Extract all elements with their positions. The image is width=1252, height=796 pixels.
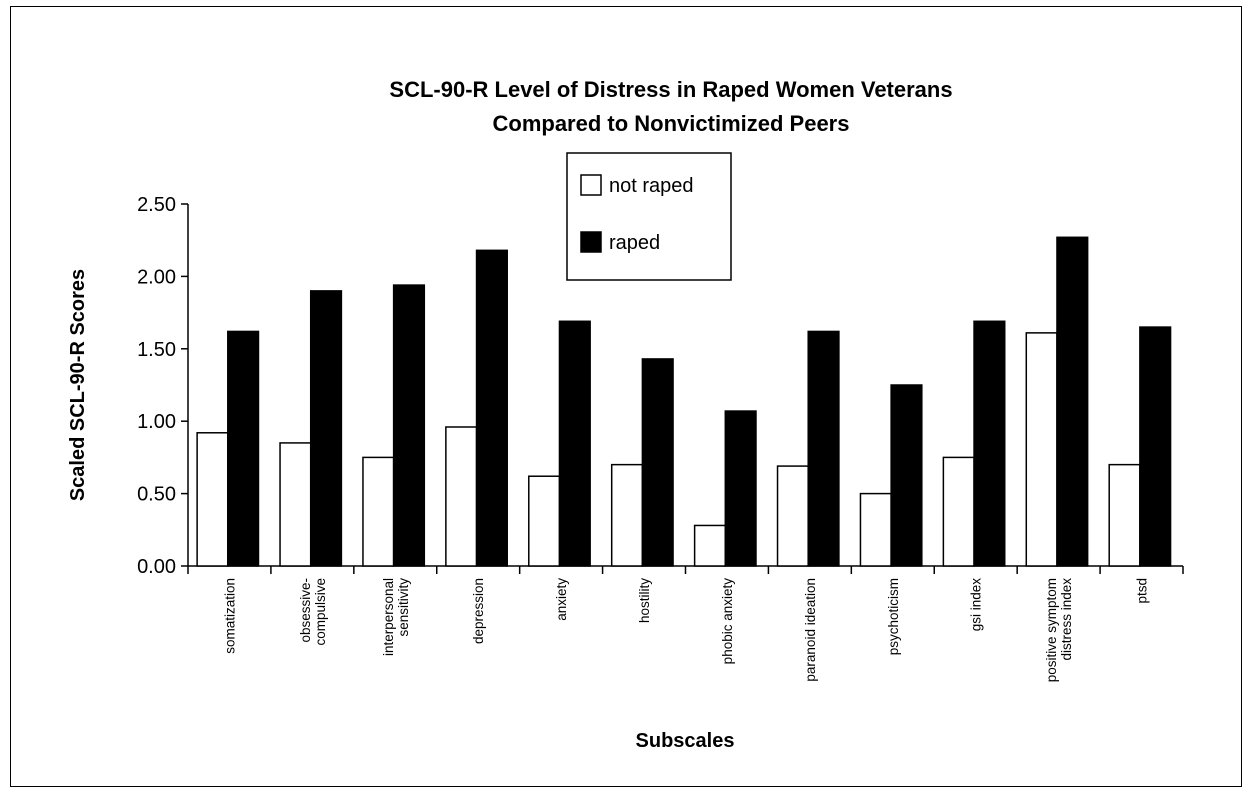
bars: [196, 236, 1172, 567]
bar-not-raped: [776, 465, 809, 567]
category-label: hostility: [637, 578, 652, 623]
legend-box: [566, 152, 732, 281]
legend: not raped raped: [566, 152, 732, 281]
chart-title: SCL-90-R Level of Distress in Raped Wome…: [389, 77, 952, 136]
category-label: paranoid ideation: [803, 578, 818, 682]
y-tick-labels: 0.00 0.50 1.00 1.50 2.00 2.50: [137, 194, 176, 578]
category-label: sensitivity: [396, 578, 411, 637]
y-tick-label: 1.50: [137, 339, 176, 361]
y-tick-label: 0.00: [137, 556, 176, 578]
bar-not-raped: [610, 463, 644, 567]
legend-label: raped: [609, 232, 660, 254]
bar-raped: [1056, 236, 1089, 567]
bar-raped: [1139, 326, 1172, 567]
bar-not-raped: [196, 432, 229, 567]
category-label: distress index: [1059, 578, 1074, 661]
legend-label: not raped: [609, 175, 694, 197]
x-axis-label: Subscales: [636, 730, 735, 752]
x-tick-labels: somatization obsessive-compulsive interper…: [222, 578, 1149, 683]
legend-swatch: [580, 231, 602, 253]
legend-swatch: [580, 174, 602, 196]
bar-raped: [890, 384, 923, 567]
category-label: phobic anxiety: [720, 578, 735, 665]
category-label: ptsd: [1135, 578, 1150, 604]
bar-raped: [227, 330, 260, 567]
category-label: somatization: [222, 578, 237, 654]
bar-not-raped: [528, 475, 561, 567]
bar-raped: [392, 284, 426, 567]
y-tick-label: 0.50: [137, 484, 176, 506]
bar-raped: [558, 320, 591, 567]
y-tick-label: 1.00: [137, 411, 176, 433]
chart-title-line-1: SCL-90-R Level of Distress in Raped Wome…: [389, 77, 952, 102]
category-label: psychoticism: [886, 578, 901, 655]
bar-not-raped: [445, 426, 478, 567]
bar-not-raped: [1025, 332, 1058, 567]
category-label: positive symptom: [1044, 578, 1059, 682]
bar-raped: [309, 290, 343, 567]
category-label: gsi index: [969, 578, 984, 632]
bar-not-raped: [279, 442, 312, 567]
category-label: depression: [471, 578, 486, 644]
bar-raped: [724, 410, 757, 567]
bar-not-raped: [1108, 463, 1141, 567]
bar-not-raped: [942, 456, 975, 567]
category-label: interpersonal: [381, 578, 396, 656]
bar-not-raped: [693, 524, 727, 567]
bar-raped: [475, 249, 508, 567]
bar-not-raped: [362, 456, 395, 567]
y-axis-label: Scaled SCL-90-R Scores: [67, 269, 89, 501]
bar-raped: [973, 320, 1006, 567]
bar-raped: [807, 330, 840, 567]
y-tick-label: 2.00: [137, 266, 176, 288]
category-label: obsessive-: [298, 578, 313, 643]
bar-raped: [641, 358, 674, 567]
bar-not-raped: [859, 492, 892, 567]
chart-title-line-2: Compared to Nonvictimized Peers: [493, 111, 850, 136]
axes: [181, 203, 1184, 574]
category-label: compulsive: [313, 578, 328, 646]
y-tick-label: 2.50: [137, 194, 176, 216]
category-label: anxiety: [554, 578, 569, 621]
